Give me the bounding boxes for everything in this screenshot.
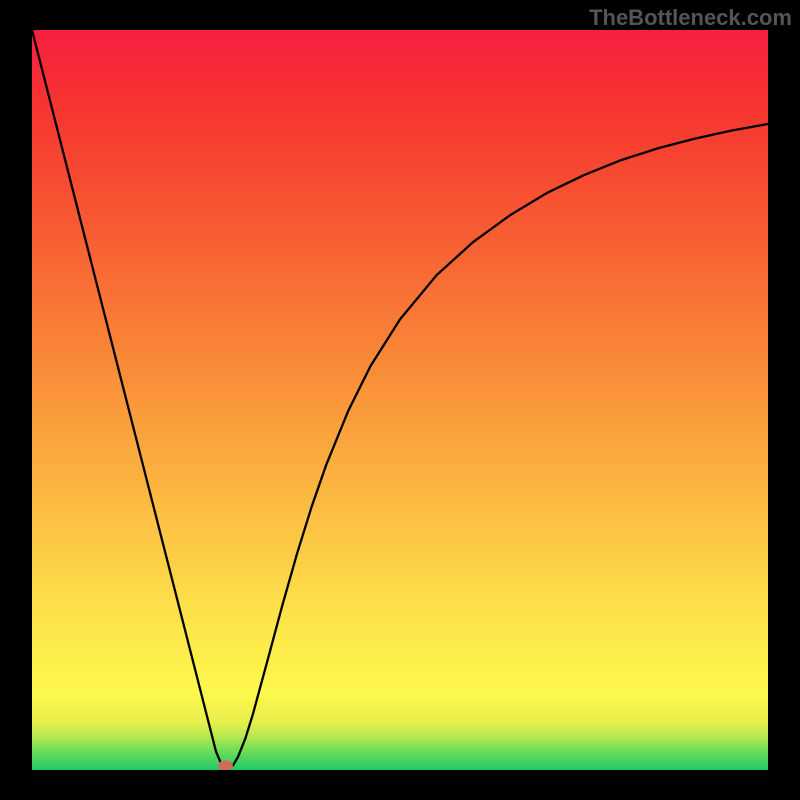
plot-area	[32, 30, 768, 770]
chart-frame: TheBottleneck.com	[0, 0, 800, 800]
plot-svg	[32, 30, 768, 770]
gradient-background	[32, 30, 768, 770]
watermark-text: TheBottleneck.com	[589, 5, 792, 31]
